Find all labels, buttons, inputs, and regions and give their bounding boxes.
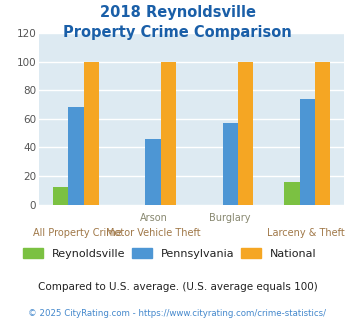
Bar xyxy=(84,62,99,205)
Bar xyxy=(223,123,238,205)
Bar xyxy=(53,187,69,205)
Bar xyxy=(238,62,253,205)
Text: Compared to U.S. average. (U.S. average equals 100): Compared to U.S. average. (U.S. average … xyxy=(38,282,317,292)
Text: Motor Vehicle Theft: Motor Vehicle Theft xyxy=(106,228,201,238)
Text: Larceny & Theft: Larceny & Theft xyxy=(267,228,345,238)
Bar xyxy=(161,62,176,205)
Text: © 2025 CityRating.com - https://www.cityrating.com/crime-statistics/: © 2025 CityRating.com - https://www.city… xyxy=(28,309,327,317)
Text: Arson: Arson xyxy=(140,213,168,223)
Text: All Property Crime: All Property Crime xyxy=(33,228,121,238)
Legend: Reynoldsville, Pennsylvania, National: Reynoldsville, Pennsylvania, National xyxy=(20,245,320,262)
Text: Burglary: Burglary xyxy=(209,213,251,223)
Bar xyxy=(300,99,315,205)
Text: 2018 Reynoldsville: 2018 Reynoldsville xyxy=(99,5,256,20)
Bar xyxy=(146,139,161,205)
Bar xyxy=(284,182,300,205)
Bar xyxy=(315,62,331,205)
Text: Property Crime Comparison: Property Crime Comparison xyxy=(63,25,292,40)
Bar xyxy=(69,107,84,205)
